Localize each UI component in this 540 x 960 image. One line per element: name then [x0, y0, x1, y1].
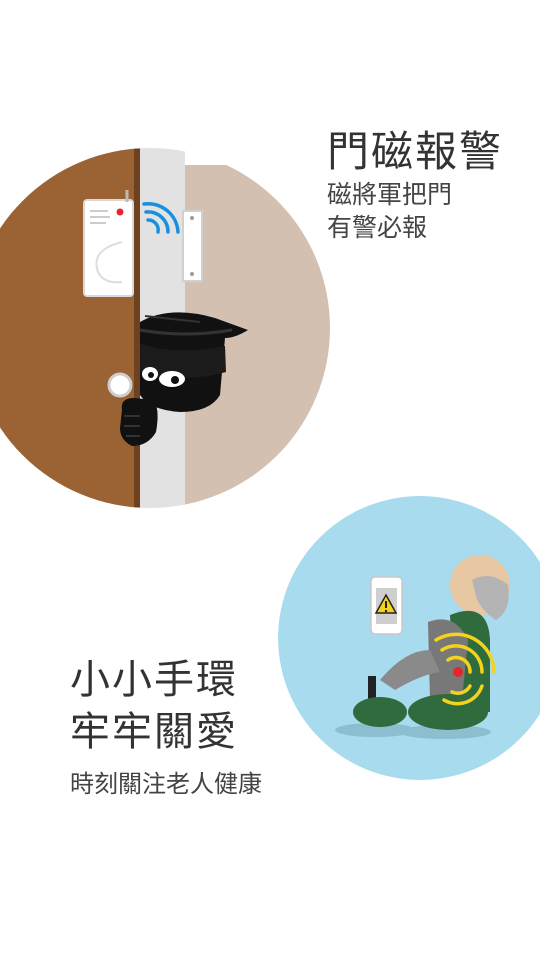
- door: [0, 148, 136, 508]
- blue-circle-bg: [278, 496, 540, 780]
- door-knob: [107, 372, 133, 398]
- thief-character: [120, 312, 248, 446]
- signal-waves-icon: [142, 201, 180, 234]
- feature2-title: 小小手環 牢牢關愛: [70, 654, 238, 758]
- door-magnet-icon: [182, 210, 203, 282]
- feature2-title-line2: 牢牢關愛: [70, 709, 238, 755]
- phone-alert-icon: [370, 576, 403, 635]
- feature1-title: 門磁報警: [327, 127, 504, 176]
- feature1-subtitle: 磁將軍把門 有警必報: [327, 178, 452, 244]
- door-sensor-icon: [83, 190, 134, 297]
- feature2-subtitle: 時刻關注老人健康: [70, 770, 262, 798]
- feature2-title-line1: 小小手環: [70, 657, 238, 703]
- feature1-subtitle-line1: 磁將軍把門: [327, 180, 453, 209]
- bracelet-signal-icon: [434, 632, 496, 706]
- bracelet-scene: [278, 496, 540, 780]
- feature1-subtitle-line2: 有警必報: [327, 213, 428, 242]
- door-scene: [0, 148, 330, 508]
